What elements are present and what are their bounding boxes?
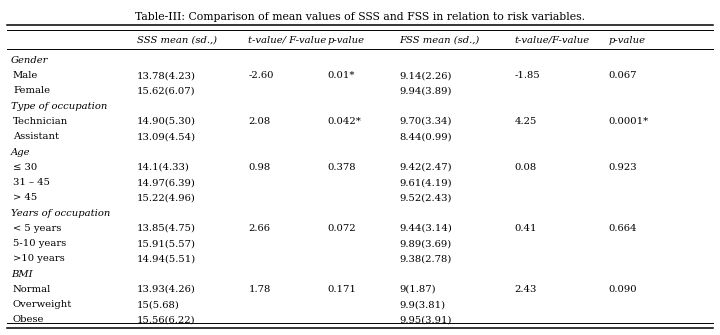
Text: 14.94(5.51): 14.94(5.51) — [137, 254, 196, 263]
Text: 0.01*: 0.01* — [328, 71, 355, 80]
Text: 13.09(4.54): 13.09(4.54) — [137, 132, 196, 141]
Text: 14.97(6.39): 14.97(6.39) — [137, 178, 196, 187]
Text: 15.56(6.22): 15.56(6.22) — [137, 316, 195, 324]
Text: 14.1(4.33): 14.1(4.33) — [137, 163, 189, 172]
Text: Gender: Gender — [11, 56, 48, 65]
Text: 15.91(5.57): 15.91(5.57) — [137, 239, 196, 248]
Text: t-value/ F-value: t-value/ F-value — [248, 36, 327, 45]
Text: 9.9(3.81): 9.9(3.81) — [400, 300, 446, 309]
Text: SSS mean (sd.,): SSS mean (sd.,) — [137, 36, 217, 45]
Text: 9.14(2.26): 9.14(2.26) — [400, 71, 452, 80]
Text: 9.42(2.47): 9.42(2.47) — [400, 163, 452, 172]
Text: 0.08: 0.08 — [515, 163, 537, 172]
Text: -1.85: -1.85 — [515, 71, 541, 80]
Text: 0.98: 0.98 — [248, 163, 271, 172]
Text: 13.85(4.75): 13.85(4.75) — [137, 224, 196, 233]
Text: 9.95(3.91): 9.95(3.91) — [400, 316, 452, 324]
Text: < 5 years: < 5 years — [13, 224, 61, 233]
Text: 9.61(4.19): 9.61(4.19) — [400, 178, 452, 187]
Text: 0.042*: 0.042* — [328, 117, 361, 126]
Text: 15(5.68): 15(5.68) — [137, 300, 180, 309]
Text: Female: Female — [13, 86, 50, 95]
Text: 9.70(3.34): 9.70(3.34) — [400, 117, 452, 126]
Text: 9.89(3.69): 9.89(3.69) — [400, 239, 452, 248]
Text: 4.25: 4.25 — [515, 117, 537, 126]
Text: BMI: BMI — [11, 270, 32, 279]
Text: 31 – 45: 31 – 45 — [13, 178, 50, 187]
Text: 9.38(2.78): 9.38(2.78) — [400, 254, 452, 263]
Text: Table-III: Comparison of mean values of SSS and FSS in relation to risk variable: Table-III: Comparison of mean values of … — [135, 12, 585, 22]
Text: t-value/F-value: t-value/F-value — [515, 36, 590, 45]
Text: 0.378: 0.378 — [328, 163, 356, 172]
Text: p-value: p-value — [608, 36, 645, 45]
Text: Assistant: Assistant — [13, 132, 59, 141]
Text: 0.072: 0.072 — [328, 224, 356, 233]
Text: 14.90(5.30): 14.90(5.30) — [137, 117, 196, 126]
Text: Technician: Technician — [13, 117, 68, 126]
Text: 9(1.87): 9(1.87) — [400, 285, 436, 294]
Text: Age: Age — [11, 147, 30, 156]
Text: 0.664: 0.664 — [608, 224, 637, 233]
Text: 13.93(4.26): 13.93(4.26) — [137, 285, 196, 294]
Text: 0.067: 0.067 — [608, 71, 637, 80]
Text: FSS mean (sd.,): FSS mean (sd.,) — [400, 36, 480, 45]
Text: 13.78(4.23): 13.78(4.23) — [137, 71, 196, 80]
Text: ≤ 30: ≤ 30 — [13, 163, 37, 172]
Text: Years of occupation: Years of occupation — [11, 209, 110, 217]
Text: 8.44(0.99): 8.44(0.99) — [400, 132, 452, 141]
Text: 0.41: 0.41 — [515, 224, 537, 233]
Text: 1.78: 1.78 — [248, 285, 271, 294]
Text: -2.60: -2.60 — [248, 71, 274, 80]
Text: > 45: > 45 — [13, 193, 37, 202]
Text: 9.44(3.14): 9.44(3.14) — [400, 224, 452, 233]
Text: 0.923: 0.923 — [608, 163, 637, 172]
Text: 2.66: 2.66 — [248, 224, 271, 233]
Text: >10 years: >10 years — [13, 254, 65, 263]
Text: 15.62(6.07): 15.62(6.07) — [137, 86, 195, 95]
Text: 9.52(2.43): 9.52(2.43) — [400, 193, 452, 202]
Text: 0.171: 0.171 — [328, 285, 356, 294]
Text: Type of occupation: Type of occupation — [11, 102, 107, 111]
Text: Male: Male — [13, 71, 38, 80]
Text: p-value: p-value — [328, 36, 364, 45]
Text: 0.090: 0.090 — [608, 285, 637, 294]
Text: 5-10 years: 5-10 years — [13, 239, 66, 248]
Text: 9.94(3.89): 9.94(3.89) — [400, 86, 452, 95]
Text: Overweight: Overweight — [13, 300, 72, 309]
Text: Obese: Obese — [13, 316, 45, 324]
Text: 2.08: 2.08 — [248, 117, 271, 126]
Text: 0.0001*: 0.0001* — [608, 117, 649, 126]
Text: 15.22(4.96): 15.22(4.96) — [137, 193, 196, 202]
Text: Normal: Normal — [13, 285, 51, 294]
Text: 2.43: 2.43 — [515, 285, 537, 294]
